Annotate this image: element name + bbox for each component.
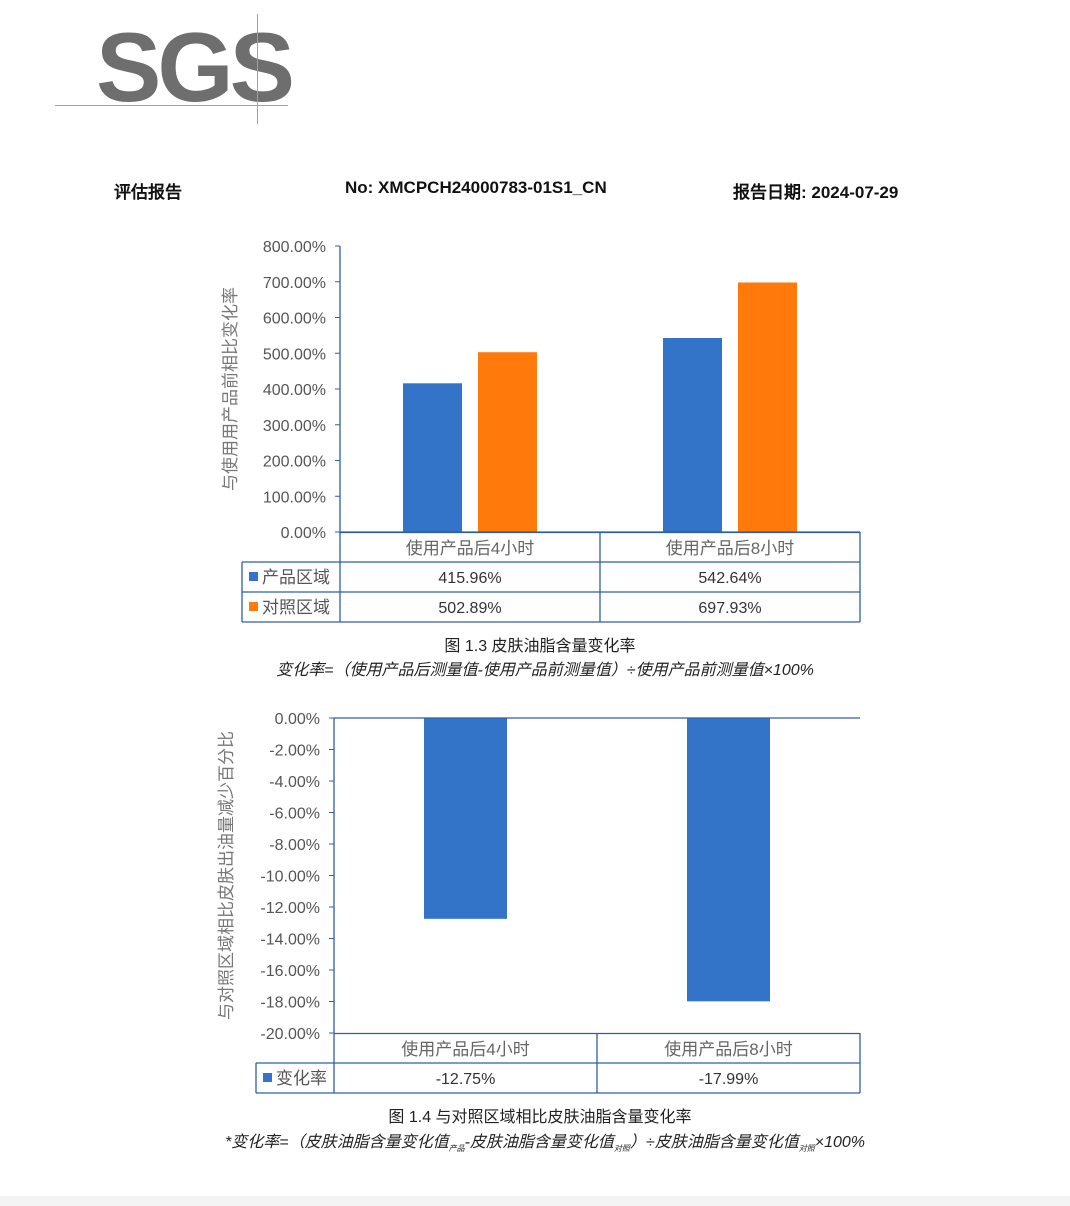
y-tick-label: 400.00%: [263, 382, 326, 399]
y-tick-label: 700.00%: [263, 275, 326, 292]
report-date: 报告日期: 2024-07-29: [733, 183, 899, 202]
formula-part-c: ）÷皮肤油脂含量变化值: [629, 1134, 799, 1151]
data-value-label: 542.64%: [698, 570, 761, 587]
page-footer-band: [0, 1196, 1070, 1206]
formula-part-b: -皮肤油脂含量变化值: [464, 1134, 614, 1151]
data-value-label: 697.93%: [698, 600, 761, 617]
category-label: 使用产品后4小时: [406, 538, 534, 558]
legend-swatch: [249, 572, 258, 581]
y-tick-label: -10.00%: [260, 869, 320, 886]
y-tick-label: 200.00%: [263, 454, 326, 471]
sgs-logo: SGS: [96, 12, 295, 122]
chart1-caption: 图 1.3 皮肤油脂含量变化率: [444, 638, 636, 655]
data-value-label: -12.75%: [436, 1071, 496, 1088]
y-tick-label: -4.00%: [269, 774, 320, 791]
y-tick-label: 300.00%: [263, 418, 326, 435]
bar: [478, 352, 537, 532]
bar: [403, 383, 462, 532]
bar: [738, 282, 797, 532]
category-label: 使用产品后8小时: [664, 1039, 792, 1059]
y-tick-label: -8.00%: [269, 837, 320, 854]
y-tick-label: 600.00%: [263, 311, 326, 328]
formula-part-d: ×100%: [814, 1134, 865, 1151]
chart2-formula: *变化率=（皮肤油脂含量变化值产品-皮肤油脂含量变化值对照）÷皮肤油脂含量变化值…: [150, 1128, 940, 1154]
bar: [663, 338, 722, 532]
logo-vertical-line: [257, 14, 258, 124]
legend-label: 产品区域: [262, 568, 330, 587]
category-label: 使用产品后4小时: [401, 1039, 529, 1059]
y-tick-label: -6.00%: [269, 806, 320, 823]
report-number: No: XMCPCH24000783-01S1_CN: [345, 178, 607, 197]
legend-label: 对照区域: [262, 598, 330, 617]
y-tick-label: 500.00%: [263, 346, 326, 363]
chart2-caption: 图 1.4 与对照区域相比皮肤油脂含量变化率: [388, 1109, 692, 1126]
formula-sub-product: 产品: [448, 1144, 465, 1154]
y-tick-label: -14.00%: [260, 932, 320, 949]
bar: [687, 718, 770, 1002]
y-axis-label: 与对照区域相比皮肤出油量减少百分比: [217, 731, 236, 1020]
logo-horizontal-line: [55, 105, 288, 106]
formula-part-a: *变化率=（皮肤油脂含量变化值: [225, 1134, 449, 1151]
y-tick-label: 0.00%: [275, 711, 320, 728]
bar: [424, 718, 507, 919]
data-value-label: 502.89%: [438, 600, 501, 617]
y-tick-label: -12.00%: [260, 900, 320, 917]
legend-swatch: [249, 602, 258, 611]
chart-oil-change-rate: 与使用用产品前相比变化率 800.00% 700.00% 600.00% 500.00%…: [220, 239, 861, 623]
report-type: 评估报告: [114, 183, 182, 202]
y-tick-label: 800.00%: [263, 239, 326, 256]
y-tick-label: -2.00%: [269, 743, 320, 760]
data-value-label: 415.96%: [438, 570, 501, 587]
y-tick-label: 0.00%: [281, 525, 326, 542]
legend-label: 变化率: [276, 1069, 327, 1088]
data-value-label: -17.99%: [699, 1071, 759, 1088]
chart1-formula: 变化率=（使用产品后测量值-使用产品前测量值）÷使用产品前测量值×100%: [276, 662, 814, 679]
y-axis-label: 与使用用产品前相比变化率: [220, 287, 240, 491]
formula-sub-control-2: 对照: [798, 1144, 815, 1154]
formula-sub-control: 对照: [613, 1144, 630, 1154]
chart-oil-reduction-vs-control: 与对照区域相比皮肤出油量减少百分比 0.00% -2.00% -4.00% -6.00%…: [217, 711, 861, 1094]
y-tick-label: -18.00%: [260, 995, 320, 1012]
legend-swatch: [263, 1073, 272, 1082]
y-tick-label: -20.00%: [260, 1026, 320, 1043]
category-label: 使用产品后8小时: [666, 538, 794, 558]
y-tick-label: -16.00%: [260, 963, 320, 980]
y-tick-label: 100.00%: [263, 489, 326, 506]
